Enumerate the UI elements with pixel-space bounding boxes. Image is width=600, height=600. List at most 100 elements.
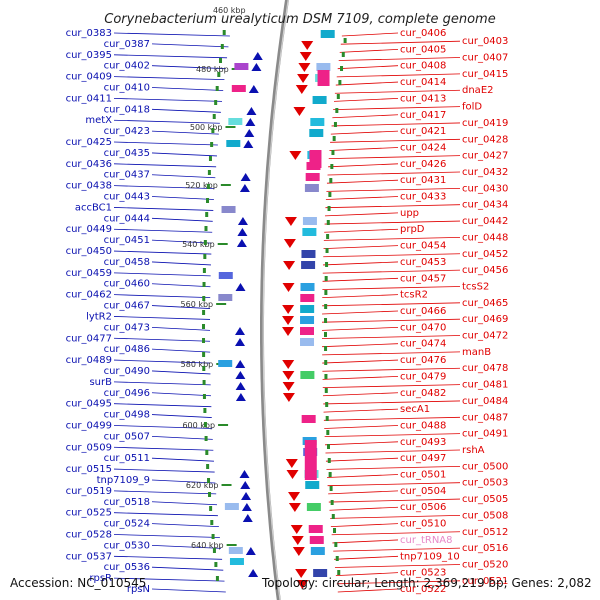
gene-label[interactable]: cur_0518 <box>104 497 150 508</box>
gene-label[interactable]: cur_0421 <box>400 126 446 137</box>
gene-label[interactable]: cur_0395 <box>66 50 112 61</box>
gene-label[interactable]: cur_0448 <box>462 232 508 243</box>
gene-label[interactable]: cur_0512 <box>462 527 508 538</box>
gene-label[interactable]: cur_0434 <box>462 200 508 211</box>
gene-label[interactable]: cur_0453 <box>400 257 446 268</box>
gene-label[interactable]: tnp7109_10 <box>400 551 460 562</box>
gene-label[interactable]: cur_0521 <box>462 576 508 587</box>
gene-label[interactable]: cur_0497 <box>400 453 446 464</box>
gene-label[interactable]: secA1 <box>400 404 430 415</box>
gene-label[interactable]: accBC1 <box>75 202 112 213</box>
gene-label[interactable]: cur_0537 <box>66 551 112 562</box>
gene-label[interactable]: cur_0383 <box>66 28 112 39</box>
gene-label[interactable]: cur_0476 <box>400 355 446 366</box>
gene-label[interactable]: cur_0452 <box>462 249 508 260</box>
gene-label[interactable]: surB <box>89 377 112 388</box>
gene-label[interactable]: cur_0493 <box>400 437 446 448</box>
gene-label[interactable]: cur_0473 <box>104 322 150 333</box>
gene-label[interactable]: cur_0430 <box>462 183 508 194</box>
gene-label[interactable]: rpsR <box>89 573 112 584</box>
gene-label[interactable]: cur_0433 <box>400 192 446 203</box>
gene-label[interactable]: cur_0478 <box>462 363 508 374</box>
gene-label[interactable]: cur_0465 <box>462 298 508 309</box>
gene-label[interactable]: rpsN <box>127 584 150 595</box>
gene-label[interactable]: cur_0490 <box>104 366 150 377</box>
gene-label[interactable]: cur_0506 <box>400 502 446 513</box>
gene-label[interactable]: cur_0530 <box>104 540 150 551</box>
gene-label[interactable]: lytR2 <box>86 311 112 322</box>
gene-label[interactable]: cur_0425 <box>66 137 112 148</box>
gene-label[interactable]: cur_0449 <box>66 224 112 235</box>
gene-label[interactable]: cur_0507 <box>104 431 150 442</box>
gene-label[interactable]: dnaE2 <box>462 85 494 96</box>
gene-label[interactable]: cur_0426 <box>400 159 446 170</box>
gene-label[interactable]: cur_0477 <box>66 333 112 344</box>
gene-label[interactable]: cur_0403 <box>462 36 508 47</box>
gene-label[interactable]: cur_0467 <box>104 301 150 312</box>
gene-label[interactable]: cur_0457 <box>400 273 446 284</box>
gene-label[interactable]: cur_0495 <box>66 399 112 410</box>
gene-label[interactable]: manB <box>462 347 491 358</box>
gene-label[interactable]: cur_0413 <box>400 93 446 104</box>
gene-label[interactable]: cur_0491 <box>462 429 508 440</box>
gene-label[interactable]: cur_0414 <box>400 77 446 88</box>
gene-label[interactable]: cur_0498 <box>104 410 150 421</box>
gene-label[interactable]: upp <box>400 208 419 219</box>
gene-label[interactable]: cur_0488 <box>400 420 446 431</box>
gene-label[interactable]: cur_0432 <box>462 167 508 178</box>
gene-label[interactable]: cur_0536 <box>104 562 150 573</box>
gene-label[interactable]: cur_0519 <box>66 486 112 497</box>
gene-label[interactable]: cur_0479 <box>400 371 446 382</box>
gene-label[interactable]: cur_0469 <box>462 314 508 325</box>
gene-label[interactable]: cur_0450 <box>66 246 112 257</box>
gene-label[interactable]: cur_0456 <box>462 265 508 276</box>
gene-label[interactable]: cur_0505 <box>462 494 508 505</box>
gene-label[interactable]: cur_0496 <box>104 388 150 399</box>
gene-label[interactable]: cur_0515 <box>66 464 112 475</box>
gene-label[interactable]: cur_0387 <box>104 39 150 50</box>
gene-label[interactable]: cur_0423 <box>104 126 150 137</box>
gene-label[interactable]: cur_0418 <box>104 104 150 115</box>
gene-label[interactable]: cur_0499 <box>66 420 112 431</box>
gene-label[interactable]: cur_0428 <box>462 134 508 145</box>
gene-label[interactable]: cur_0503 <box>462 478 508 489</box>
gene-label[interactable]: cur_0402 <box>104 61 150 72</box>
gene-label[interactable]: cur_0481 <box>462 380 508 391</box>
gene-label[interactable]: cur_0454 <box>400 241 446 252</box>
gene-label[interactable]: cur_0459 <box>66 268 112 279</box>
gene-label[interactable]: cur_0487 <box>462 412 508 423</box>
gene-label[interactable]: cur_0408 <box>400 61 446 72</box>
gene-label[interactable]: cur_0436 <box>66 159 112 170</box>
gene-label[interactable]: cur_0466 <box>400 306 446 317</box>
gene-label[interactable]: cur_0489 <box>66 355 112 366</box>
gene-label[interactable]: cur_0484 <box>462 396 508 407</box>
gene-label[interactable]: cur_0451 <box>104 235 150 246</box>
gene-label[interactable]: cur_0501 <box>400 470 446 481</box>
gene-label[interactable]: cur_0437 <box>104 170 150 181</box>
gene-label[interactable]: cur_0405 <box>400 44 446 55</box>
gene-label[interactable]: cur_0442 <box>462 216 508 227</box>
gene-label[interactable]: cur_0460 <box>104 279 150 290</box>
gene-label[interactable]: cur_0438 <box>66 181 112 192</box>
gene-label[interactable]: cur_0458 <box>104 257 150 268</box>
gene-label[interactable]: cur_0525 <box>66 508 112 519</box>
gene-label[interactable]: cur_0509 <box>66 442 112 453</box>
gene-label[interactable]: cur_0482 <box>400 388 446 399</box>
gene-label[interactable]: cur_0435 <box>104 148 150 159</box>
gene-label[interactable]: cur_0411 <box>66 93 112 104</box>
gene-label[interactable]: cur_0516 <box>462 543 508 554</box>
gene-label[interactable]: cur_0424 <box>400 142 446 153</box>
gene-label[interactable]: cur_0510 <box>400 519 446 530</box>
gene-label[interactable]: cur_0470 <box>400 322 446 333</box>
gene-label[interactable]: cur_0504 <box>400 486 446 497</box>
gene-label[interactable]: cur_0443 <box>104 192 150 203</box>
gene-label[interactable]: cur_0486 <box>104 344 150 355</box>
gene-label[interactable]: cur_0524 <box>104 519 150 530</box>
gene-label[interactable]: cur_0520 <box>462 559 508 570</box>
gene-label[interactable]: cur_0472 <box>462 331 508 342</box>
gene-label[interactable]: rshA <box>462 445 485 456</box>
gene-label[interactable]: metX <box>85 115 112 126</box>
gene-label[interactable]: cur_0508 <box>462 510 508 521</box>
gene-label[interactable]: cur_0419 <box>462 118 508 129</box>
gene-label[interactable]: cur_0500 <box>462 461 508 472</box>
